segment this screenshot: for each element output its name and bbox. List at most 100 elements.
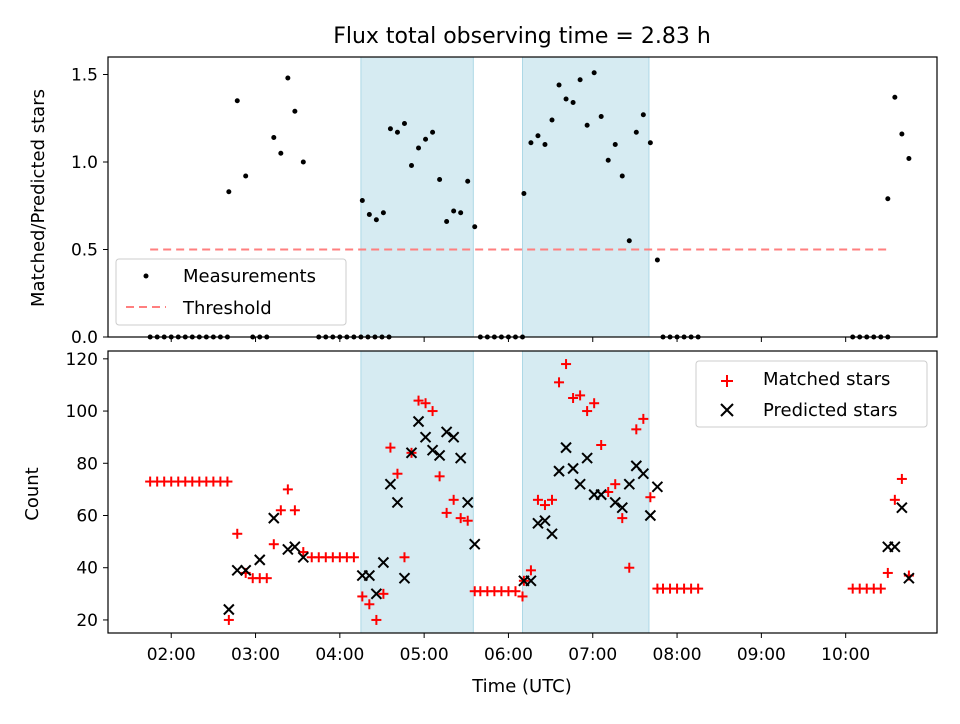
top-measurement-point-36 [373,217,379,223]
top-measurement-point-44 [430,129,436,135]
bottom-matched-point-42 [441,507,452,518]
bottom-predicted-point-9 [363,569,376,582]
bottom-matched-point-61 [568,393,579,403]
top-measurement-point-47 [451,208,457,214]
top-measurement-point-48 [458,210,464,216]
bottom-matched-point-67 [610,479,621,490]
top-measurement-point-42 [416,145,422,151]
bottom-matched-point-39 [420,398,431,409]
bottom-matched-point-33 [378,588,389,599]
top-y-axis-label: Matched/Predicted stars [28,89,49,307]
bottom-predicted-point-11 [377,556,390,569]
bottom-matched-point-31 [364,599,375,610]
bottom-matched-point-63 [582,406,593,417]
x-tick-label-0: 02:00 [147,645,196,665]
bottom-predicted-point-42 [644,509,657,522]
bottom-predicted-point-1 [231,564,243,577]
top-measurement-point-49 [465,178,471,184]
bottom-predicted-point-27 [532,517,544,530]
bottom-matched-point-65 [596,440,607,450]
bottom-matched-point-71 [638,413,649,424]
bottom-matched-point-40 [427,406,438,417]
legend-matched-label: Matched stars [763,369,890,390]
top-measurement-point-66 [577,77,583,83]
x-tick-label-5: 07:00 [568,645,617,665]
bottom-y-tick-label-2: 60 [76,507,98,527]
bottom-predicted-point-38 [616,501,628,514]
top-measurement-point-63 [556,82,562,88]
bottom-matched-point-41 [434,471,445,482]
bottom-matched-point-86 [889,494,900,505]
top-measurement-point-22 [300,159,306,165]
top-axes-frame [107,56,938,338]
x-axis-label: Time (UTC) [471,676,572,697]
bottom-predicted-point-22 [454,452,467,464]
bottom-predicted-point-30 [553,465,565,477]
bottom-predicted-point-2 [239,564,252,577]
bottom-matched-point-52 [510,586,521,597]
bottom-predicted-point-32 [567,462,579,475]
top-measurement-point-69 [598,114,604,119]
top-measurement-point-59 [528,140,534,146]
top-measurement-point-70 [605,157,611,163]
top-y-tick-label-0: 0.0 [71,328,98,348]
top-measurement-point-92 [899,131,905,137]
legend-threshold-label: Threshold [182,298,272,319]
bottom-predicted-point-24 [469,538,481,550]
top-measurement-point-20 [285,75,291,81]
top-measurement-point-91 [892,94,898,100]
x-tick-label-1: 03:00 [231,645,280,665]
top-measurement-point-14 [243,173,249,179]
bottom-predicted-point-5 [282,543,294,556]
top-measurement-point-58 [521,191,527,196]
top-y-tick-label-2: 1.0 [71,153,98,173]
top-measurement-point-34 [359,198,365,203]
bottom-y-tick-label-5: 120 [66,350,98,370]
top-panel: 0.0 0.5 1.0 1.5 [71,56,938,348]
bottom-matched-point-17 [261,573,272,584]
bottom-predicted-point-43 [651,481,664,493]
x-tick-label-8: 10:00 [821,645,870,665]
bottom-predicted-point-6 [289,541,301,553]
top-y-tick-label-3: 1.5 [71,66,98,86]
legend-measurements-marker [143,273,149,279]
bottom-y-tick-label-4: 100 [66,402,98,422]
top-measurement-point-90 [885,196,891,202]
bottom-matched-point-36 [399,552,410,563]
legend-top-frame [115,258,347,326]
bottom-observing-interval-0 [360,350,474,634]
top-measurement-point-61 [542,142,548,147]
bottom-matched-point-30 [357,591,368,602]
bottom-predicted-point-39 [623,478,635,490]
top-measurement-point-45 [437,177,443,182]
top-measurement-point-65 [570,100,576,105]
bottom-y-tick-label-0: 20 [76,611,98,631]
top-measurement-point-12 [226,189,232,195]
bottom-y-tick-label-3: 80 [76,454,98,474]
bottom-matched-point-58 [547,494,558,505]
bottom-matched-point-60 [561,359,572,370]
top-measurement-point-13 [234,98,240,104]
top-observing-interval-0 [360,56,474,338]
bottom-predicted-point-16 [412,415,425,428]
bottom-predicted-point-13 [391,496,404,509]
top-measurement-point-68 [591,70,597,76]
bottom-predicted-point-46 [896,501,908,514]
top-measurement-point-39 [394,129,400,135]
bottom-matched-point-70 [631,424,642,435]
bottom-panel: 20 40 60 80 100 120 02:00 03:00 04:00 05:00 06:00 0… [66,350,938,665]
x-tick-label-7: 09:00 [737,645,786,665]
bottom-predicted-point-45 [889,541,901,553]
bottom-predicted-point-31 [560,441,572,454]
bottom-predicted-point-47 [903,572,915,584]
top-measurement-point-71 [612,142,618,147]
bottom-matched-point-29 [348,552,359,563]
bottom-matched-point-84 [875,583,886,594]
bottom-matched-point-18 [268,539,279,550]
bottom-predicted-point-37 [609,496,621,509]
bottom-predicted-point-36 [595,488,607,501]
bottom-matched-point-68 [617,513,628,524]
x-tick-label-4: 06:00 [484,645,533,665]
top-measurement-point-75 [640,112,646,118]
top-measurement-point-50 [472,224,478,230]
